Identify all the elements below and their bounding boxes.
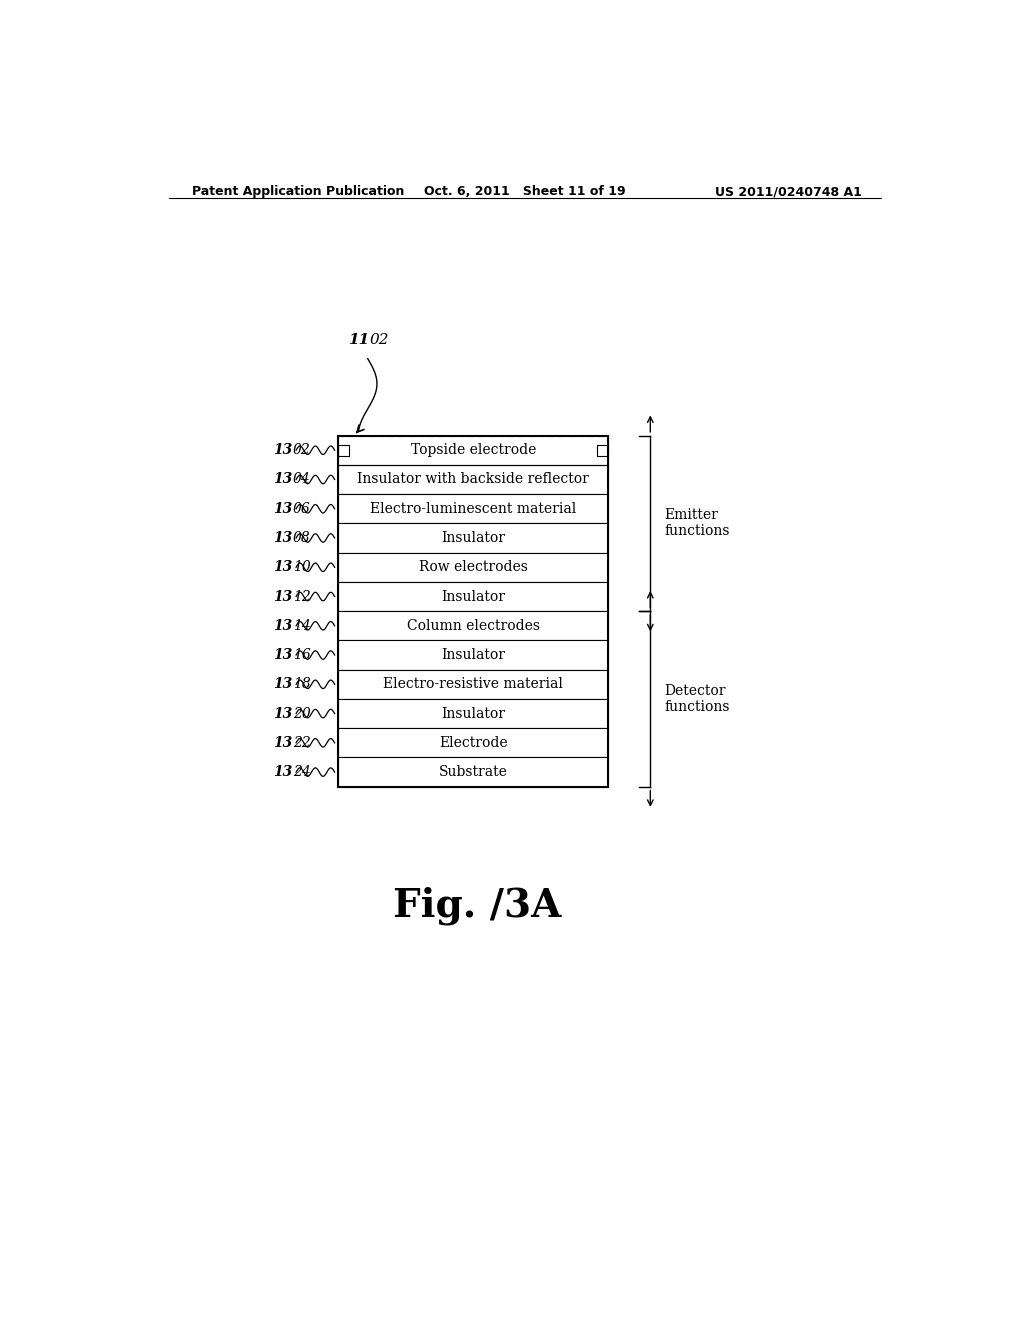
- Bar: [339, 729, 608, 758]
- Text: 13: 13: [273, 766, 292, 779]
- Bar: [339, 524, 608, 553]
- Text: 06: 06: [293, 502, 310, 516]
- Text: Insulator: Insulator: [441, 531, 505, 545]
- Text: Emitter
functions: Emitter functions: [665, 508, 730, 539]
- Text: 04: 04: [293, 473, 310, 487]
- Bar: [339, 553, 608, 582]
- Bar: [339, 494, 608, 524]
- Text: 02: 02: [370, 333, 389, 347]
- Text: 24: 24: [293, 766, 310, 779]
- Text: Row electrodes: Row electrodes: [419, 560, 527, 574]
- Text: US 2011/0240748 A1: US 2011/0240748 A1: [715, 185, 862, 198]
- Text: Substrate: Substrate: [438, 766, 508, 779]
- Bar: [339, 640, 608, 669]
- Text: 16: 16: [293, 648, 310, 663]
- Text: 22: 22: [293, 735, 310, 750]
- Text: Oct. 6, 2011   Sheet 11 of 19: Oct. 6, 2011 Sheet 11 of 19: [424, 185, 626, 198]
- Text: Column electrodes: Column electrodes: [407, 619, 540, 632]
- Text: Insulator: Insulator: [441, 648, 505, 663]
- Text: 13: 13: [273, 473, 292, 487]
- Bar: [597, 445, 608, 455]
- Text: 20: 20: [293, 706, 310, 721]
- Text: Electrode: Electrode: [439, 735, 508, 750]
- Bar: [339, 582, 608, 611]
- Bar: [339, 611, 608, 640]
- Text: 13: 13: [273, 560, 292, 574]
- Text: 14: 14: [293, 619, 310, 632]
- Text: 18: 18: [293, 677, 310, 692]
- Bar: [339, 436, 608, 787]
- Bar: [339, 758, 608, 787]
- Text: Insulator: Insulator: [441, 590, 505, 603]
- Text: 08: 08: [293, 531, 310, 545]
- Bar: [339, 669, 608, 700]
- Text: 13: 13: [273, 444, 292, 457]
- Text: 13: 13: [273, 502, 292, 516]
- Text: Detector
functions: Detector functions: [665, 684, 730, 714]
- Text: Insulator: Insulator: [441, 706, 505, 721]
- Bar: [339, 445, 349, 455]
- Text: 13: 13: [273, 648, 292, 663]
- Text: 10: 10: [293, 560, 310, 574]
- Text: Insulator with backside reflector: Insulator with backside reflector: [357, 473, 589, 487]
- Text: Electro-resistive material: Electro-resistive material: [383, 677, 563, 692]
- Text: Fig. /3A: Fig. /3A: [393, 886, 561, 924]
- Text: Topside electrode: Topside electrode: [411, 444, 536, 457]
- Text: Electro-luminescent material: Electro-luminescent material: [370, 502, 577, 516]
- Bar: [339, 465, 608, 494]
- Text: 13: 13: [273, 677, 292, 692]
- Text: 11: 11: [348, 333, 370, 347]
- Text: 13: 13: [273, 531, 292, 545]
- Text: 13: 13: [273, 735, 292, 750]
- Text: 13: 13: [273, 590, 292, 603]
- Text: 13: 13: [273, 706, 292, 721]
- Text: 12: 12: [293, 590, 310, 603]
- Bar: [339, 436, 608, 465]
- Bar: [339, 700, 608, 729]
- Text: Patent Application Publication: Patent Application Publication: [193, 185, 404, 198]
- Text: 02: 02: [293, 444, 310, 457]
- Text: 13: 13: [273, 619, 292, 632]
